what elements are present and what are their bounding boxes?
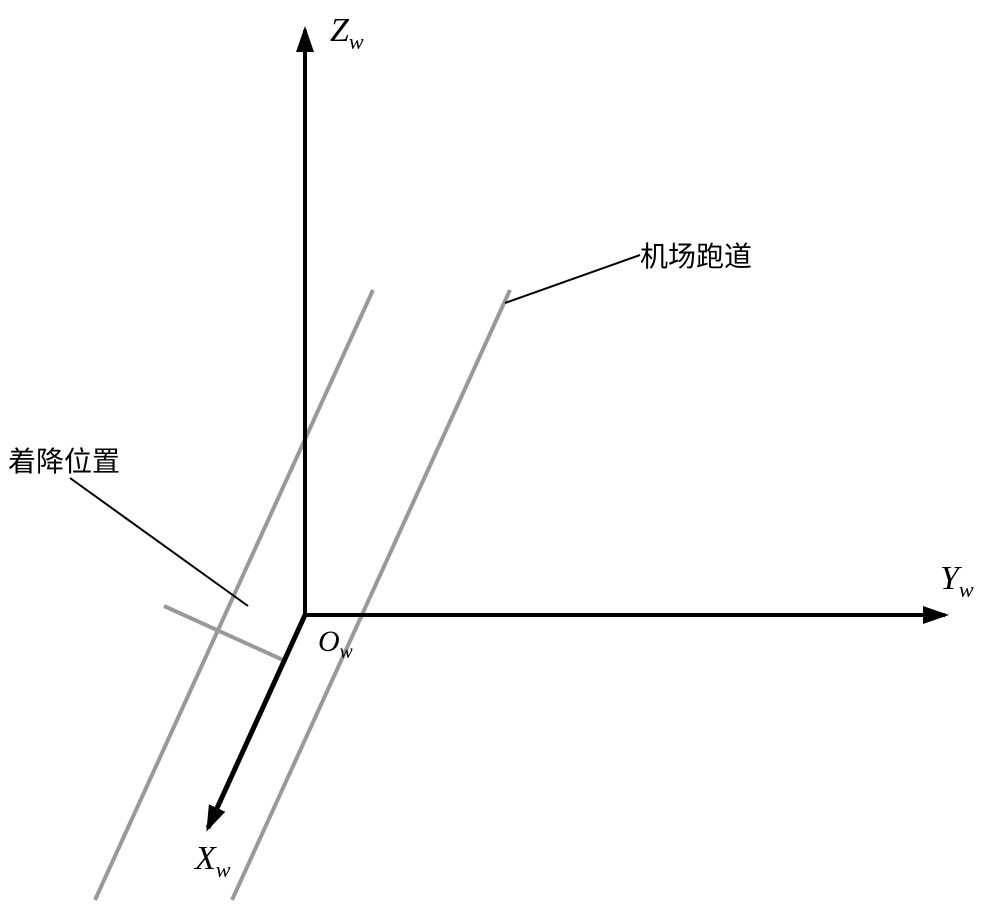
- runway-edge-right: [232, 290, 510, 900]
- diagram-svg: [0, 0, 1000, 922]
- callout-line-runway: [505, 255, 640, 303]
- callout-line-landing: [70, 478, 248, 606]
- diagram-canvas: Zw Yw Xw Ow 机场跑道 着降位置: [0, 0, 1000, 922]
